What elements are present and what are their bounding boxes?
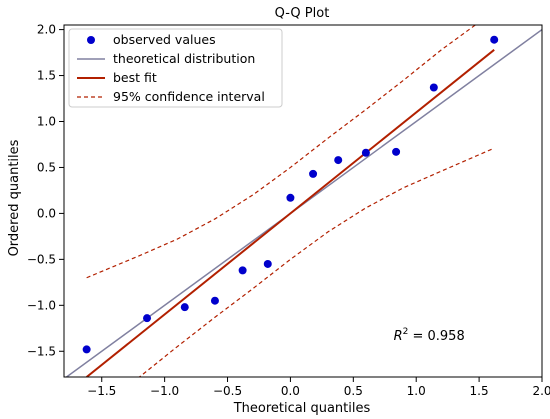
observed-point	[361, 148, 370, 157]
r-squared-annotation: R2 = 0.958	[394, 327, 465, 344]
legend: observed values theoretical distribution b…	[68, 28, 283, 108]
x-tick-label: −1.5	[87, 384, 116, 398]
chart-title: Q-Q Plot	[275, 6, 330, 21]
y-tick-label: −1.0	[27, 298, 56, 312]
x-tick-label: 2.0	[532, 384, 550, 398]
x-tick-label: −0.5	[213, 384, 242, 398]
r-superscript: 2	[403, 327, 409, 337]
y-tick-label: 1.0	[37, 115, 56, 129]
observed-point	[210, 296, 219, 305]
observed-point	[429, 83, 438, 92]
x-tick-label: 1.0	[407, 384, 426, 398]
legend-box	[68, 28, 283, 108]
legend-label: 95% confidence interval	[113, 89, 265, 104]
observed-point	[180, 303, 189, 312]
ci-lower-curve	[138, 147, 495, 377]
y-tick-label: −0.5	[27, 252, 56, 266]
x-tick-label: −1.0	[150, 384, 179, 398]
observed-point	[286, 193, 295, 202]
best-fit-line	[86, 49, 495, 377]
x-axis: −1.5 −1.0 −0.5 0.0 0.5 1.0 1.5 2.0	[87, 377, 550, 398]
x-tick-label: 0.0	[281, 384, 300, 398]
observed-point	[392, 147, 401, 156]
y-tick-label: 2.0	[37, 23, 56, 37]
observed-point	[490, 35, 499, 44]
x-tick-label: 0.5	[344, 384, 363, 398]
observed-point	[334, 156, 343, 165]
y-tick-label: −1.5	[27, 344, 56, 358]
r-value: = 0.958	[408, 329, 464, 344]
y-axis: −1.5 −1.0 −0.5 0.0 0.5 1.0 1.5 2.0	[27, 23, 64, 358]
r-symbol: R	[394, 329, 403, 344]
y-axis-label: Ordered quantiles	[7, 139, 22, 256]
plot-area	[65, 25, 542, 377]
observed-point	[82, 345, 91, 354]
legend-marker-observed	[87, 36, 95, 44]
observed-point	[143, 314, 152, 323]
legend-label: best fit	[113, 70, 157, 85]
x-tick-label: 1.5	[470, 384, 489, 398]
ci-upper-curve	[86, 25, 477, 279]
axes-frame	[63, 24, 543, 378]
legend-label: observed values	[113, 32, 216, 47]
observed-point	[309, 169, 318, 178]
legend-label: theoretical distribution	[113, 51, 255, 66]
y-tick-label: 1.5	[37, 69, 56, 83]
y-tick-label: 0.0	[37, 206, 56, 220]
y-tick-label: 0.5	[37, 160, 56, 174]
x-axis-label: Theoretical quantiles	[233, 401, 371, 416]
observed-point	[263, 259, 272, 268]
observed-point	[238, 266, 247, 275]
